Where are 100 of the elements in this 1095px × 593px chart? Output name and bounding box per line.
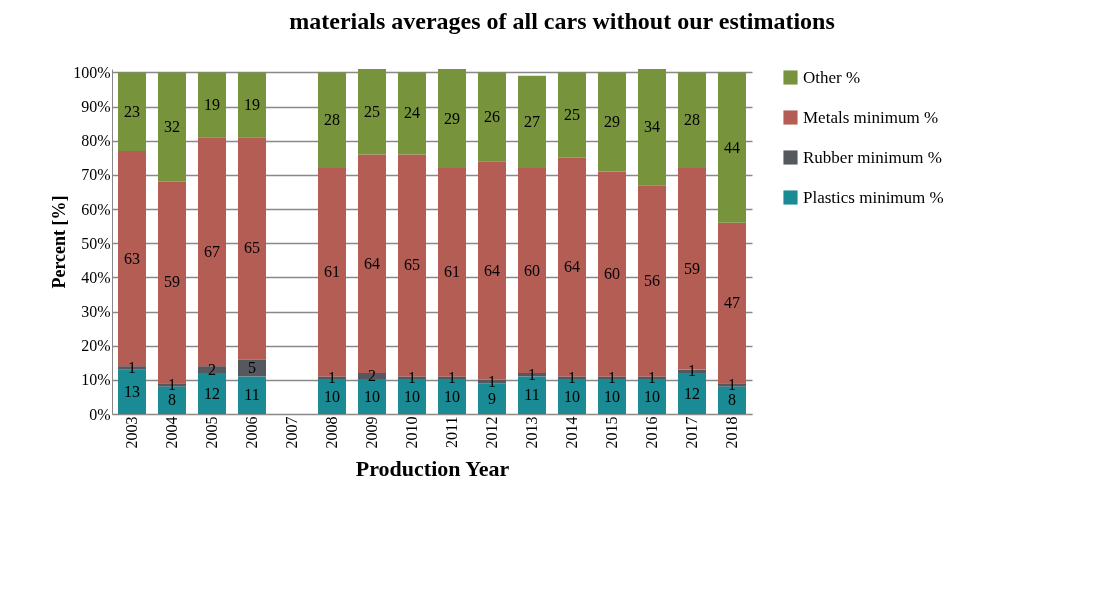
- data-label: 29: [444, 109, 460, 127]
- data-label: 12: [204, 384, 220, 402]
- data-label: 67: [204, 242, 220, 260]
- data-label: 34: [644, 118, 660, 136]
- chart-title: materials averages of all cars without our estimations: [289, 8, 835, 35]
- bar: [238, 72, 266, 138]
- x-axis-title: Production Year: [355, 455, 510, 481]
- data-label: 1: [448, 369, 456, 387]
- y-tick-label: 20%: [81, 337, 111, 355]
- data-label: 1: [328, 369, 336, 387]
- bar: [598, 72, 626, 172]
- data-label: 8: [728, 391, 736, 409]
- data-label: 11: [524, 386, 540, 404]
- x-tick-label: 2009: [363, 416, 380, 449]
- data-label: 23: [124, 102, 140, 120]
- data-label: 1: [168, 375, 176, 393]
- data-label: 32: [164, 118, 180, 136]
- bar: [678, 72, 706, 169]
- x-tick-label: 2007: [283, 416, 300, 449]
- data-label: 1: [648, 369, 656, 387]
- data-label: 64: [364, 254, 380, 272]
- x-tick-label: 2008: [323, 416, 340, 449]
- y-tick-label: 80%: [81, 132, 111, 150]
- data-label: 1: [408, 369, 416, 387]
- data-label: 10: [364, 387, 380, 405]
- legend-label: Metals minimum %: [803, 107, 939, 127]
- x-tick-label: 2010: [403, 416, 420, 449]
- bar: [438, 69, 466, 169]
- x-tick-label: 2015: [603, 416, 620, 449]
- y-tick-label: 70%: [81, 166, 111, 184]
- x-tick-label: 2006: [243, 416, 260, 449]
- data-label: 25: [564, 106, 580, 124]
- data-label: 24: [404, 104, 420, 122]
- bar: [198, 373, 226, 414]
- data-label: 28: [324, 111, 340, 129]
- data-label: 61: [444, 263, 460, 281]
- data-label: 65: [244, 239, 260, 257]
- legend-label: Other %: [803, 67, 861, 87]
- data-label: 25: [364, 102, 380, 120]
- data-label: 65: [404, 256, 420, 274]
- data-label: 63: [124, 249, 140, 267]
- data-label: 61: [324, 263, 340, 281]
- data-label: 10: [324, 387, 340, 405]
- y-tick-label: 40%: [81, 268, 111, 286]
- x-tick-label: 2018: [723, 416, 740, 449]
- data-label: 10: [404, 387, 420, 405]
- data-label: 64: [484, 261, 500, 279]
- data-label: 10: [604, 387, 620, 405]
- data-label: 60: [524, 261, 540, 279]
- data-label: 1: [608, 369, 616, 387]
- data-label: 59: [164, 273, 180, 291]
- data-label: 8: [168, 391, 176, 409]
- data-label: 29: [604, 112, 620, 130]
- data-label: 59: [684, 259, 700, 277]
- legend-label: Rubber minimum %: [803, 147, 942, 167]
- data-label: 47: [724, 293, 740, 311]
- data-label: 13: [124, 382, 140, 400]
- x-tick-label: 2013: [523, 416, 540, 449]
- bar: [198, 366, 226, 374]
- data-label: 9: [488, 389, 496, 407]
- y-tick-label: 0%: [89, 405, 111, 423]
- data-label: 27: [524, 112, 540, 130]
- y-tick-label: 60%: [81, 200, 111, 218]
- bar: [478, 72, 506, 162]
- bar: [158, 72, 186, 182]
- data-label: 1: [568, 369, 576, 387]
- bar: [318, 72, 346, 169]
- x-tick-label: 2004: [163, 416, 180, 449]
- data-label: 1: [128, 358, 136, 376]
- x-tick-label: 2014: [563, 416, 580, 449]
- y-tick-label: 50%: [81, 234, 111, 252]
- y-tick-label: 100%: [73, 63, 111, 81]
- y-tick-label: 30%: [81, 303, 111, 321]
- x-tick-label: 2012: [483, 416, 500, 449]
- x-tick-label: 2017: [683, 416, 700, 449]
- bar: [718, 72, 746, 223]
- bar: [558, 72, 586, 158]
- data-label: 56: [644, 271, 660, 289]
- data-label: 44: [724, 138, 740, 156]
- y-tick-label: 10%: [81, 371, 111, 389]
- bar: [358, 69, 386, 155]
- data-label: 10: [444, 387, 460, 405]
- data-label: 19: [244, 95, 260, 113]
- bar: [518, 75, 546, 169]
- data-label: 28: [684, 111, 700, 129]
- data-label: 11: [244, 386, 260, 404]
- x-tick-label: 2016: [643, 416, 660, 449]
- data-label: 1: [728, 375, 736, 393]
- data-label: 26: [484, 107, 500, 125]
- data-label: 10: [644, 387, 660, 405]
- x-tick-label: 2005: [203, 416, 220, 449]
- data-label: 12: [684, 384, 700, 402]
- y-axis-title: Percent [%]: [49, 195, 70, 289]
- bar: [398, 72, 426, 155]
- data-label: 5: [248, 358, 256, 376]
- bar: [238, 376, 266, 414]
- data-label: 19: [204, 95, 220, 113]
- bar: [238, 137, 266, 360]
- legend-label: Plastics minimum %: [803, 187, 944, 207]
- data-label: 60: [604, 264, 620, 282]
